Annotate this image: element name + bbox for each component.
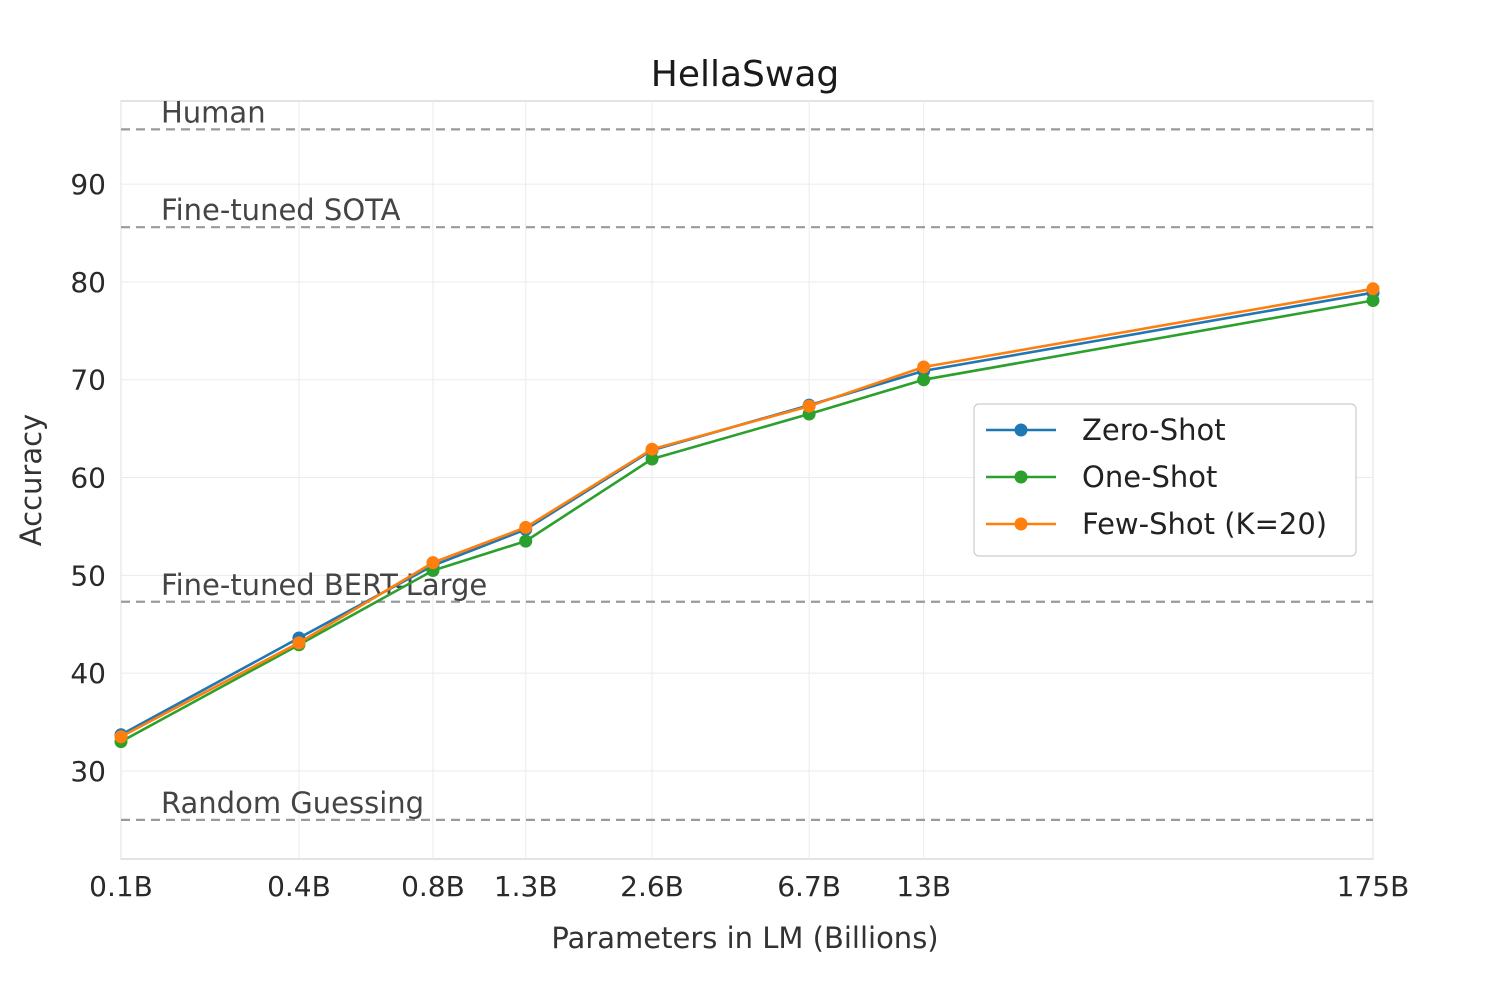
data-point bbox=[292, 636, 306, 650]
legend-label: Zero-Shot bbox=[1082, 413, 1226, 447]
legend-label: One-Shot bbox=[1082, 460, 1217, 494]
series-layer bbox=[114, 282, 1380, 749]
legend-marker bbox=[1014, 470, 1028, 484]
data-point bbox=[645, 442, 659, 456]
x-tick-label: 0.8B bbox=[401, 870, 465, 903]
reference-line-label: Random Guessing bbox=[161, 786, 424, 820]
legend-box bbox=[973, 403, 1357, 557]
x-tick-label: 13B bbox=[896, 870, 951, 903]
y-tick-label: 90 bbox=[70, 168, 106, 201]
x-tick-label: 0.1B bbox=[89, 870, 153, 903]
data-point bbox=[917, 360, 931, 374]
y-tick-label: 40 bbox=[70, 657, 106, 690]
x-tick-label: 2.6B bbox=[620, 870, 684, 903]
y-tick-label: 30 bbox=[70, 755, 106, 788]
legend: Zero-Shot One-Shot Few-Shot (K=20) bbox=[973, 403, 1357, 557]
data-point bbox=[1366, 282, 1380, 296]
y-tick-label: 70 bbox=[70, 364, 106, 397]
y-tick-label: 60 bbox=[70, 462, 106, 495]
x-tick-label: 1.3B bbox=[494, 870, 558, 903]
reference-line-label: Human bbox=[161, 95, 266, 129]
data-point bbox=[519, 534, 533, 548]
y-tick-label: 50 bbox=[70, 559, 106, 592]
data-point bbox=[426, 556, 440, 570]
chart-title: HellaSwag bbox=[651, 54, 840, 95]
x-axis-label: Parameters in LM (Billions) bbox=[551, 921, 938, 955]
y-tick-label: 80 bbox=[70, 266, 106, 299]
x-tick-label: 6.7B bbox=[777, 870, 841, 903]
legend-marker bbox=[1014, 517, 1028, 531]
y-axis-label: Accuracy bbox=[14, 414, 48, 546]
legend-label: Few-Shot (K=20) bbox=[1082, 507, 1327, 541]
data-point bbox=[519, 520, 533, 534]
legend-marker bbox=[1014, 423, 1028, 437]
data-point bbox=[114, 730, 128, 744]
data-point bbox=[645, 452, 659, 466]
data-point bbox=[1366, 294, 1380, 308]
series-line bbox=[120, 287, 1374, 738]
x-tick-label: 0.4B bbox=[267, 870, 331, 903]
axes: 0.1B 0.4B 0.8B 1.3B 2.6B 6.7B 13B 175B 30 40 50 60 7… bbox=[70, 168, 1409, 903]
data-point bbox=[802, 399, 816, 413]
reference-line-label: Fine-tuned SOTA bbox=[161, 193, 401, 227]
series-line bbox=[120, 299, 1374, 743]
data-point bbox=[917, 373, 931, 387]
x-tick-label: 175B bbox=[1337, 870, 1410, 903]
